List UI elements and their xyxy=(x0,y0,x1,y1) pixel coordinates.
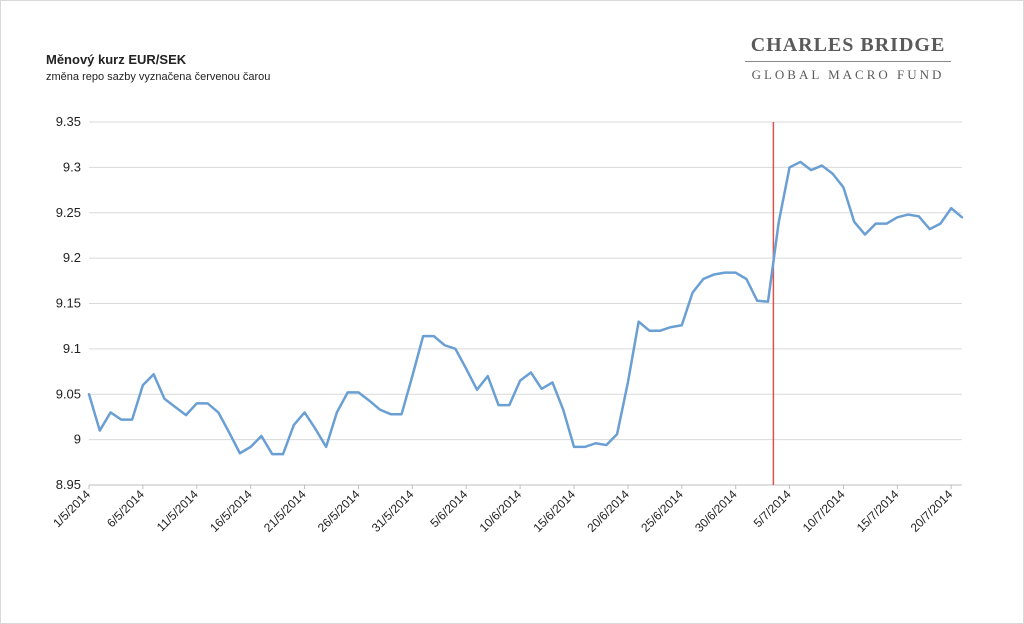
logo-sub-text: GLOBAL MACRO FUND xyxy=(751,67,945,82)
chart-title: Měnový kurz EUR/SEK xyxy=(46,52,187,67)
x-tick-label: 26/5/2014 xyxy=(315,487,363,535)
logo-divider xyxy=(745,61,951,62)
x-tick-label: 20/6/2014 xyxy=(584,487,632,535)
x-tick-label: 1/5/2014 xyxy=(50,487,93,530)
y-tick-label: 9.25 xyxy=(56,205,81,220)
y-tick-label: 9.3 xyxy=(63,159,81,174)
y-tick-label: 9.2 xyxy=(63,250,81,265)
x-tick-label: 6/5/2014 xyxy=(104,487,147,530)
x-tick-label: 15/7/2014 xyxy=(854,487,902,535)
x-tick-label: 5/6/2014 xyxy=(427,487,470,530)
x-tick-label: 16/5/2014 xyxy=(207,487,255,535)
y-tick-label: 8.95 xyxy=(56,477,81,492)
x-tick-label: 10/6/2014 xyxy=(477,487,525,535)
chart-subtitle: změna repo sazby vyznačena červenou čaro… xyxy=(46,71,271,83)
x-tick-label: 5/7/2014 xyxy=(751,487,794,530)
x-tick-label: 15/6/2014 xyxy=(530,487,578,535)
y-tick-label: 9.35 xyxy=(56,114,81,129)
x-tick-label: 11/5/2014 xyxy=(154,487,201,534)
x-tick-label: 21/5/2014 xyxy=(261,487,309,535)
y-tick-label: 9.1 xyxy=(63,341,81,356)
x-tick-label: 31/5/2014 xyxy=(369,487,417,535)
y-tick-label: 9 xyxy=(74,432,81,447)
x-tick-label: 20/7/2014 xyxy=(908,487,956,535)
logo-main-text: CHARLES BRIDGE xyxy=(750,34,946,56)
y-tick-label: 9.05 xyxy=(56,386,81,401)
x-tick-label: 25/6/2014 xyxy=(638,487,686,535)
eur-sek-series-line xyxy=(87,160,964,456)
x-tick-label: 30/6/2014 xyxy=(692,487,740,535)
y-tick-label: 9.15 xyxy=(56,296,81,311)
charles-bridge-logo: CHARLES BRIDGE GLOBAL MACRO FUND xyxy=(745,34,951,83)
x-tick-label: 10/7/2014 xyxy=(800,487,848,535)
